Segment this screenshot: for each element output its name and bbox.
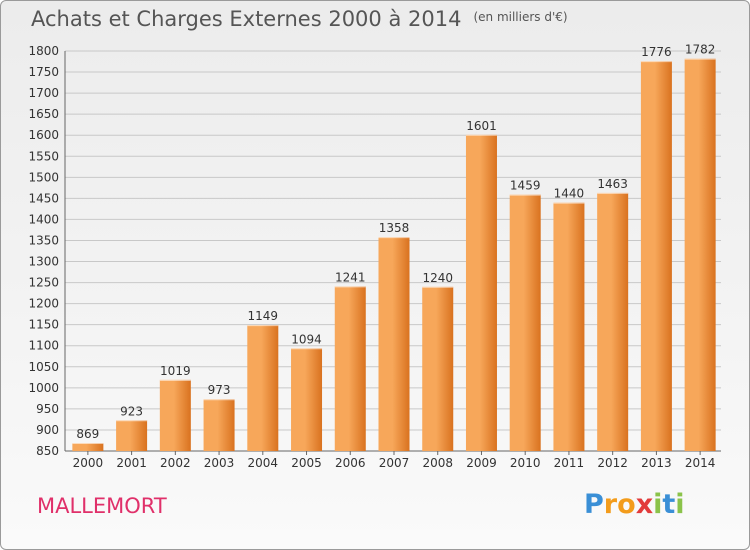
y-tick-label: 1250 bbox=[28, 276, 59, 290]
y-tick-label: 1750 bbox=[28, 65, 59, 79]
x-tick-label: 2014 bbox=[685, 456, 716, 470]
y-tick-label: 1700 bbox=[28, 86, 59, 100]
x-tick-label: 2000 bbox=[73, 456, 104, 470]
logo-letter: r bbox=[603, 489, 618, 520]
x-tick-label: 2004 bbox=[248, 456, 279, 470]
value-label: 973 bbox=[208, 383, 231, 397]
bar-2008 bbox=[422, 286, 454, 451]
x-tick-label: 2012 bbox=[597, 456, 628, 470]
bar-2005 bbox=[291, 348, 323, 451]
value-label: 1440 bbox=[554, 187, 585, 201]
value-label: 1240 bbox=[422, 271, 453, 285]
y-tick-label: 1050 bbox=[28, 360, 59, 374]
y-tick-label: 1400 bbox=[28, 212, 59, 226]
value-label: 1463 bbox=[597, 177, 628, 191]
y-tick-label: 1550 bbox=[28, 149, 59, 163]
y-tick-label: 1600 bbox=[28, 128, 59, 142]
x-tick-label: 2008 bbox=[422, 456, 453, 470]
bar-2001 bbox=[116, 420, 148, 451]
proxiti-logo[interactable]: Proxiti bbox=[584, 489, 685, 520]
commune-name: MALLEMORT bbox=[37, 494, 167, 518]
x-tick-label: 2013 bbox=[641, 456, 672, 470]
logo-letter: o bbox=[617, 489, 636, 520]
x-tick-label: 2005 bbox=[291, 456, 322, 470]
value-label: 1094 bbox=[291, 332, 322, 346]
y-tick-label: 900 bbox=[36, 423, 59, 437]
y-tick-label: 1650 bbox=[28, 107, 59, 121]
x-tick-label: 2001 bbox=[116, 456, 147, 470]
value-label: 1241 bbox=[335, 270, 366, 284]
bar-2009 bbox=[465, 134, 497, 451]
chart-title: Achats et Charges Externes 2000 à 2014 (e… bbox=[31, 7, 568, 31]
value-label: 1358 bbox=[379, 221, 410, 235]
value-label: 923 bbox=[120, 404, 143, 418]
bar-2007 bbox=[378, 237, 410, 451]
x-tick-label: 2010 bbox=[510, 456, 541, 470]
bar-2006 bbox=[334, 286, 366, 451]
bars bbox=[72, 58, 716, 452]
logo-letter: x bbox=[635, 489, 654, 520]
bar-2010 bbox=[509, 194, 541, 451]
logo-letter: i bbox=[653, 489, 663, 520]
x-tick-label: 2002 bbox=[160, 456, 191, 470]
y-tick-label: 1200 bbox=[28, 297, 59, 311]
value-label: 1776 bbox=[641, 45, 672, 59]
x-tick-label: 2006 bbox=[335, 456, 366, 470]
logo-letter: t bbox=[662, 489, 676, 520]
bar-2011 bbox=[553, 202, 585, 451]
bar-2004 bbox=[247, 325, 279, 451]
y-tick-label: 950 bbox=[36, 402, 59, 416]
y-tick-label: 1450 bbox=[28, 191, 59, 205]
bar-2003 bbox=[203, 399, 235, 451]
y-tick-label: 1100 bbox=[28, 339, 59, 353]
logo-letter: P bbox=[584, 489, 604, 520]
y-tick-label: 1300 bbox=[28, 255, 59, 269]
chart-title-text: Achats et Charges Externes 2000 à 2014 bbox=[31, 7, 462, 31]
y-tick-label: 1150 bbox=[28, 318, 59, 332]
bar-2014 bbox=[684, 58, 716, 451]
bar-2012 bbox=[597, 192, 629, 452]
value-label: 1019 bbox=[160, 364, 191, 378]
y-tick-label: 1000 bbox=[28, 381, 59, 395]
labels: 869 2000 923 2001 1019 2002 973 2003 1149 2004 109… bbox=[73, 43, 716, 470]
x-tick-label: 2009 bbox=[466, 456, 497, 470]
bar-2000 bbox=[72, 443, 104, 451]
y-tick-label: 1500 bbox=[28, 170, 59, 184]
value-label: 1601 bbox=[466, 119, 497, 133]
y-tick-label: 1350 bbox=[28, 233, 59, 247]
y-tick-label: 1800 bbox=[28, 44, 59, 58]
x-tick-label: 2011 bbox=[554, 456, 585, 470]
bar-2013 bbox=[640, 61, 672, 452]
x-tick-label: 2007 bbox=[379, 456, 410, 470]
value-label: 1459 bbox=[510, 179, 541, 193]
y-tick-label: 850 bbox=[36, 444, 59, 458]
value-label: 1782 bbox=[685, 43, 716, 57]
value-label: 869 bbox=[76, 427, 99, 441]
x-tick-label: 2003 bbox=[204, 456, 235, 470]
logo-letter: i bbox=[675, 489, 685, 520]
bar-2002 bbox=[159, 379, 191, 451]
value-label: 1149 bbox=[248, 309, 279, 323]
chart-unit: (en milliers d'€) bbox=[473, 10, 568, 24]
